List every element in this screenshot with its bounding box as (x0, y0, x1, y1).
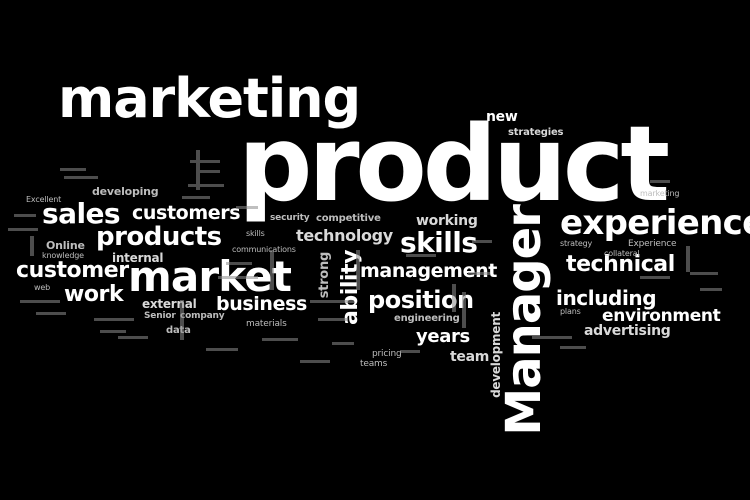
word-including: including (556, 286, 657, 310)
word-business: business (216, 293, 307, 315)
word-online: Online (46, 239, 85, 252)
word-data: data (166, 325, 191, 336)
word-strategy: strategy (560, 239, 593, 248)
word-communications: communications (232, 245, 296, 254)
word-customers: customers (132, 202, 241, 224)
word-sales: sales (42, 197, 121, 230)
word-competitive: competitive (316, 213, 381, 224)
word-skills: skills (400, 226, 478, 259)
word-experience-small: Experience (628, 239, 677, 249)
word-strong: strong (317, 252, 332, 299)
word-web: web (34, 283, 51, 292)
word-team: team (450, 349, 490, 365)
word-product: product (238, 103, 670, 225)
word-management: management (360, 260, 497, 282)
word-security: security (270, 213, 310, 223)
word-marketing-small: marketing (640, 189, 680, 198)
word-development: development (489, 312, 503, 398)
word-new: new (486, 109, 518, 125)
word-market: market (128, 252, 292, 301)
word-external: external (142, 297, 197, 311)
word-skills-small: skills (246, 229, 265, 238)
word-knowledge: knowledge (42, 251, 84, 260)
word-years: years (416, 326, 470, 347)
word-position: position (368, 286, 474, 314)
word-technology: technology (296, 226, 393, 245)
word-customer: customer (16, 258, 129, 283)
word-internal: internal (112, 251, 164, 265)
word-teams: teams (360, 359, 388, 369)
word-materials: materials (246, 319, 287, 329)
word-technical: technical (566, 252, 675, 277)
word-excellent: Excellent (26, 195, 62, 204)
word-pricing: pricing (372, 349, 402, 359)
word-work: work (64, 282, 124, 307)
word-developing: developing (92, 185, 159, 198)
word-strategies: strategies (508, 127, 564, 138)
word-senior: Senior (144, 311, 176, 321)
word-experience: experience (560, 203, 750, 243)
word-collateral: collateral (604, 249, 640, 258)
word-company: company (180, 311, 225, 321)
word-ability: ability (338, 250, 363, 325)
word-marketing: marketing (58, 67, 361, 130)
word-plans: plans (560, 307, 581, 316)
word-manager: Manager (496, 205, 552, 436)
word-advertising: advertising (584, 323, 671, 339)
word-environment: environment (602, 306, 721, 326)
word-engineering: engineering (394, 313, 460, 324)
word-products: products (96, 222, 222, 252)
word-working: working (416, 213, 478, 229)
